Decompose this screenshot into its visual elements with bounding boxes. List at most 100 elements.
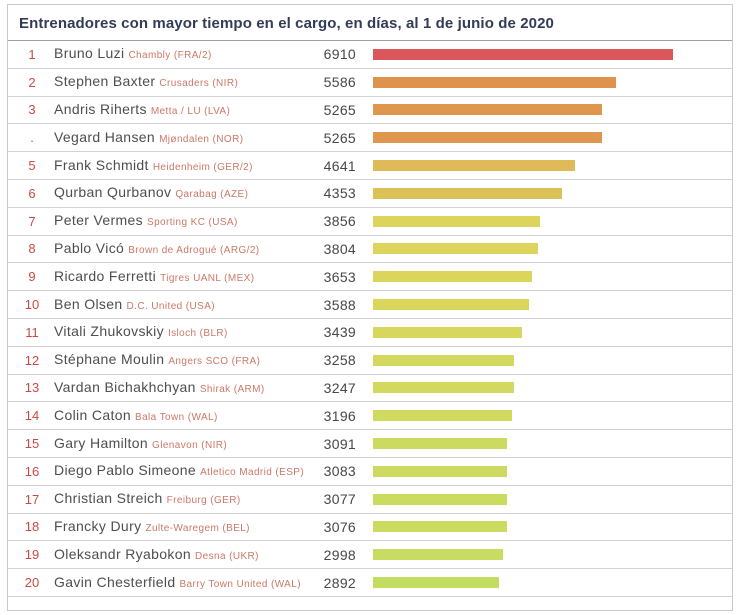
value-bar <box>373 382 514 394</box>
days-value: 3804 <box>323 240 356 257</box>
value-bar <box>373 521 507 533</box>
rank-number: 3 <box>28 102 36 118</box>
bar-track <box>373 382 726 394</box>
rank-number: . <box>30 130 34 146</box>
coach-name: Gary Hamilton <box>54 434 149 451</box>
days-value: 3196 <box>323 407 356 424</box>
team-country: Bala Town (WAL) <box>135 411 218 423</box>
table-row: 5 Frank Schmidt Heidenheim (GER/2) 4641 <box>8 152 732 180</box>
table-row: 13 Vardan Bichakhchyan Shirak (ARM) 3247 <box>8 374 732 403</box>
chart-title: Entrenadores con mayor tiempo en el carg… <box>19 15 554 32</box>
bar-track <box>373 465 726 477</box>
chart-card: Entrenadores con mayor tiempo en el carg… <box>7 4 733 611</box>
ranking-list: 1 Bruno Luzi Chambly (FRA/2) 6910 2 Steph… <box>8 41 732 610</box>
table-row: 18 Francky Dury Zulte-Waregem (BEL) 3076 <box>8 513 732 542</box>
days-value: 2998 <box>323 546 356 563</box>
value-bar <box>373 76 616 88</box>
team-country: Zulte-Waregem (BEL) <box>145 522 250 534</box>
table-row: 20 Gavin Chesterfield Barry Town United (… <box>8 569 732 597</box>
bar-track <box>373 549 726 561</box>
coach-name: Stephen Baxter <box>54 73 156 90</box>
value-bar <box>373 104 602 116</box>
days-value: 3439 <box>323 324 356 341</box>
coach-cell: Frank Schmidt Heidenheim (GER/2) <box>44 157 304 175</box>
coach-name: Diego Pablo Simeone <box>54 462 197 479</box>
days-value: 2892 <box>323 574 356 591</box>
value-bar <box>373 48 673 60</box>
team-country: Freiburg (GER) <box>166 495 241 507</box>
coach-cell: Francky Dury Zulte-Waregem (BEL) <box>44 518 304 536</box>
coach-name: Vardan Bichakhchyan <box>54 378 196 395</box>
days-value: 3083 <box>323 463 356 480</box>
table-row: 14 Colin Caton Bala Town (WAL) 3196 <box>8 402 732 431</box>
coach-cell: Ricardo Ferretti Tigres UANL (MEX) <box>44 268 304 286</box>
rank-number: 1 <box>28 46 36 62</box>
table-row: 17 Christian Streich Freiburg (GER) 3077 <box>8 485 732 514</box>
team-country: Mjøndalen (NOR) <box>159 133 244 145</box>
bar-track <box>373 354 726 366</box>
value-bar <box>373 160 575 172</box>
team-country: Heidenheim (GER/2) <box>152 161 253 173</box>
rank-number: 18 <box>24 519 40 535</box>
days-value: 3856 <box>323 213 356 230</box>
coach-cell: Vegard Hansen Mjøndalen (NOR) <box>44 129 304 147</box>
rank-number: 2 <box>28 74 36 90</box>
bar-track <box>373 243 726 255</box>
bar-track <box>373 160 726 172</box>
value-bar <box>373 215 541 227</box>
coach-cell: Ben Olsen D.C. United (USA) <box>44 296 304 314</box>
team-country: Shirak (ARM) <box>199 383 265 395</box>
rank-number: 8 <box>28 241 36 257</box>
coach-cell: Qurban Qurbanov Qarabag (AZE) <box>44 184 304 202</box>
team-country: Metta / LU (LVA) <box>150 105 231 117</box>
coach-cell: Gary Hamilton Glenavon (NIR) <box>44 435 304 453</box>
team-country: Angers SCO (FRA) <box>168 356 261 368</box>
days-value: 5265 <box>323 129 356 146</box>
table-row: 10 Ben Olsen D.C. United (USA) 3588 <box>8 291 732 319</box>
coach-name: Oleksandr Ryabokon <box>54 545 192 562</box>
coach-cell: Stephen Baxter Crusaders (NIR) <box>44 73 304 91</box>
coach-cell: Christian Streich Freiburg (GER) <box>44 490 304 508</box>
coach-name: Frank Schmidt <box>54 156 149 173</box>
team-country: Sporting KC (USA) <box>147 217 238 229</box>
bar-track <box>373 76 726 88</box>
table-row: 6 Qurban Qurbanov Qarabag (AZE) 4353 <box>8 179 732 208</box>
rank-number: 9 <box>28 269 36 285</box>
coach-name: Bruno Luzi <box>54 45 125 62</box>
value-bar <box>373 299 529 311</box>
days-value: 3258 <box>323 352 356 369</box>
team-country: Glenavon (NIR) <box>152 439 228 451</box>
coach-name: Stéphane Moulin <box>54 351 165 368</box>
bar-track <box>373 187 726 199</box>
bar-track <box>373 215 726 227</box>
rank-number: 17 <box>24 491 40 507</box>
team-country: D.C. United (USA) <box>126 300 216 312</box>
rank-number: 15 <box>24 436 40 452</box>
team-country: Chambly (FRA/2) <box>128 50 212 62</box>
value-bar <box>373 549 504 561</box>
coach-name: Gavin Chesterfield <box>54 573 176 590</box>
bar-track <box>373 132 726 144</box>
bar-track <box>373 326 726 338</box>
table-row: 15 Gary Hamilton Glenavon (NIR) 3091 <box>8 430 732 458</box>
rank-number: 12 <box>24 352 40 368</box>
coach-name: Qurban Qurbanov <box>54 184 172 201</box>
days-value: 5265 <box>323 101 356 118</box>
team-country: Crusaders (NIR) <box>159 78 239 90</box>
coach-cell: Oleksandr Ryabokon Desna (UKR) <box>44 546 304 564</box>
rank-number: 20 <box>24 575 40 591</box>
days-value: 3077 <box>323 491 356 508</box>
rank-number: 16 <box>24 463 40 479</box>
team-country: Tigres UANL (MEX) <box>160 272 255 284</box>
coach-name: Ricardo Ferretti <box>54 267 157 284</box>
rank-number: 5 <box>28 158 36 174</box>
table-row: 12 Stéphane Moulin Angers SCO (FRA) 3258 <box>8 346 732 375</box>
days-value: 3091 <box>323 435 356 452</box>
value-bar <box>373 326 523 338</box>
bar-track <box>373 438 726 450</box>
coach-name: Peter Vermes <box>54 212 144 229</box>
days-value: 4641 <box>323 157 356 174</box>
team-country: Brown de Adrogué (ARG/2) <box>128 244 260 256</box>
coach-name: Colin Caton <box>54 406 132 423</box>
value-bar <box>373 354 515 366</box>
